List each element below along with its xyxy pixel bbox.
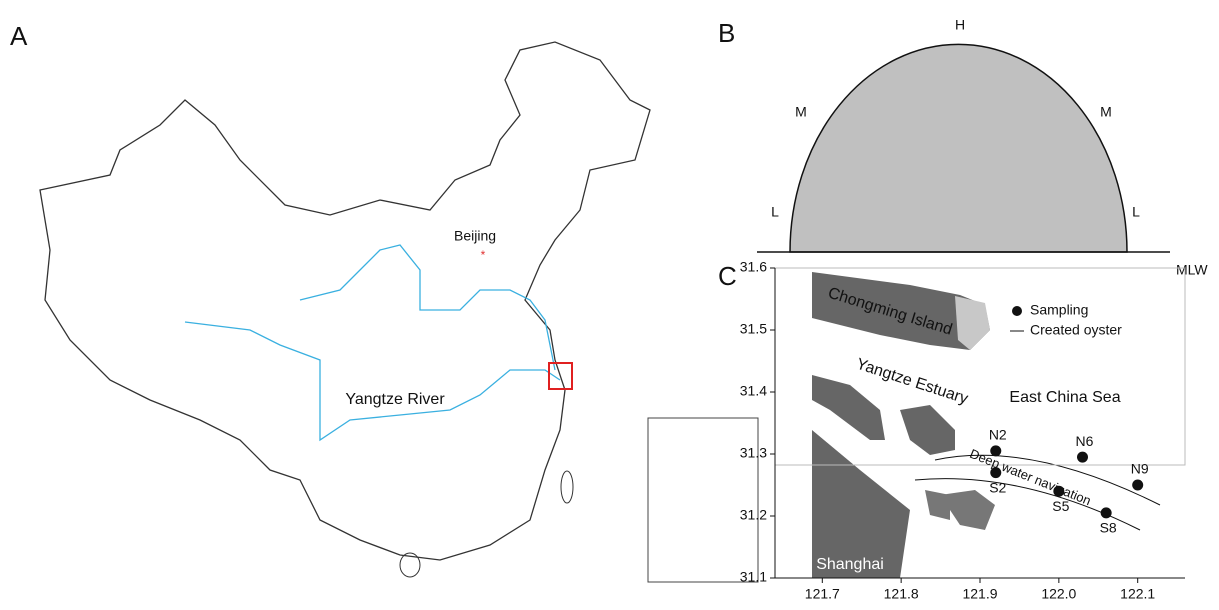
y-tick-label: 31.3 — [740, 445, 767, 461]
zone-label: M — [795, 104, 807, 120]
place-label: Yangtze Estuary — [854, 356, 970, 408]
x-tick-label: 121.9 — [962, 586, 997, 602]
shoal — [812, 375, 885, 440]
city-label: Beijing — [454, 228, 496, 244]
sampling-site — [1101, 507, 1112, 518]
y-tick-label: 31.1 — [740, 569, 767, 585]
zone-label: H — [955, 17, 965, 33]
x-tick-label: 121.8 — [884, 586, 919, 602]
shoal — [900, 405, 955, 455]
sampling-site — [1077, 452, 1088, 463]
baseline-label: MLW — [1176, 262, 1208, 278]
rivers — [185, 245, 560, 440]
y-tick-label: 31.5 — [740, 321, 767, 337]
site-label: N6 — [1076, 433, 1094, 449]
y-tick-label: 31.6 — [740, 259, 767, 275]
site-label: S8 — [1100, 520, 1117, 536]
legend-symbol — [1012, 306, 1022, 316]
legend-label: Created oyster — [1030, 322, 1122, 338]
study-map: Sampling Created oyster Chongming Island… — [740, 259, 1185, 602]
inset-frame — [648, 418, 758, 582]
sampling-site — [1132, 480, 1143, 491]
zone-label: L — [1132, 204, 1140, 220]
china-outline — [40, 42, 650, 560]
zone-label: L — [771, 204, 779, 220]
panel-label: B — [718, 18, 735, 48]
place-label: East China Sea — [1009, 389, 1120, 406]
x-tick-label: 121.7 — [805, 586, 840, 602]
x-tick-label: 122.0 — [1041, 586, 1076, 602]
site-label: N2 — [989, 427, 1007, 443]
y-tick-label: 31.2 — [740, 507, 767, 523]
site-label: S5 — [1052, 498, 1069, 514]
taiwan — [561, 471, 573, 503]
site-label: N9 — [1131, 461, 1149, 477]
panel-label: A — [10, 21, 28, 51]
place-label: Shanghai — [816, 556, 884, 573]
figure: A Beijing * Yangtze River B H M M L L ML… — [0, 0, 1219, 605]
panel-label: C — [718, 261, 737, 291]
river-label: Yangtze River — [345, 391, 445, 408]
shoal — [925, 490, 995, 530]
sampling-site — [990, 445, 1001, 456]
site-label: S2 — [989, 479, 1006, 495]
sampling-site — [990, 467, 1001, 478]
sampling-site — [1053, 486, 1064, 497]
legend-label: Sampling — [1030, 302, 1088, 318]
x-tick-label: 122.1 — [1120, 586, 1155, 602]
capital-star: * — [481, 248, 486, 262]
zone-label: M — [1100, 104, 1112, 120]
oyster-reef-profile — [790, 44, 1127, 252]
y-tick-label: 31.4 — [740, 383, 767, 399]
